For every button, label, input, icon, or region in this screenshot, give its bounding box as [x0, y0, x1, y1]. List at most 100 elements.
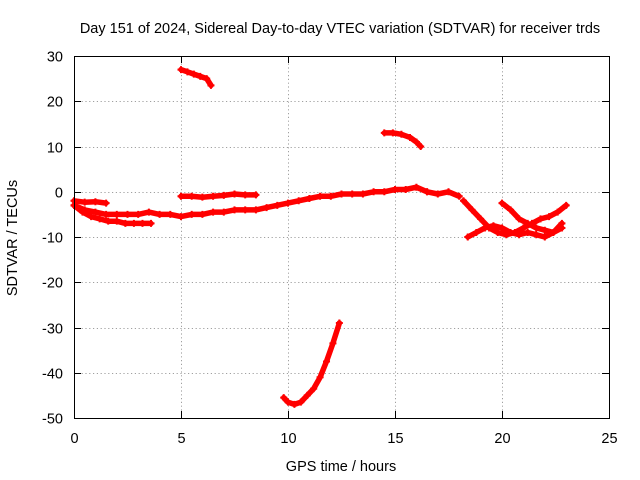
- data-point: [198, 193, 206, 201]
- data-point: [310, 385, 318, 393]
- y-tick-label: -20: [42, 276, 63, 292]
- y-tick-label: 0: [55, 186, 63, 202]
- data-point: [263, 204, 271, 212]
- data-point: [402, 185, 410, 193]
- data-point: [196, 72, 204, 80]
- data-point: [284, 398, 292, 406]
- y-axis-label: SDTVAR / TECUs: [5, 180, 21, 296]
- data-point: [207, 81, 215, 89]
- data-point: [316, 373, 324, 381]
- data-point: [124, 210, 131, 218]
- data-point: [562, 201, 570, 209]
- data-point: [252, 191, 260, 199]
- data-point: [323, 357, 331, 365]
- y-tick-label: 10: [47, 141, 63, 157]
- x-tick-label: 10: [280, 431, 296, 447]
- series-late-scatter: [424, 189, 462, 200]
- y-tick-label: -40: [42, 367, 63, 383]
- x-tick-label: 5: [177, 431, 185, 447]
- data-point: [316, 192, 324, 200]
- data-point: [145, 208, 153, 216]
- data-point: [515, 215, 523, 223]
- data-point: [231, 206, 238, 214]
- data-point: [515, 231, 523, 239]
- series-steep-rise: [280, 320, 343, 408]
- data-point: [188, 210, 196, 218]
- data-point: [177, 213, 185, 221]
- data-point: [423, 188, 431, 196]
- data-point: [524, 228, 532, 236]
- data-point: [549, 228, 557, 236]
- data-point: [507, 206, 515, 214]
- data-point: [241, 206, 249, 214]
- data-point: [156, 210, 164, 218]
- data-point: [532, 231, 540, 239]
- data-point: [113, 217, 121, 225]
- data-point: [290, 400, 298, 408]
- data-point: [203, 75, 211, 83]
- data-point: [134, 210, 142, 218]
- data-point: [305, 195, 313, 203]
- data-point: [412, 183, 420, 191]
- data-point: [280, 394, 288, 402]
- data-point: [412, 138, 420, 146]
- data-point: [147, 219, 155, 227]
- data-point: [519, 224, 527, 232]
- data-point: [397, 130, 405, 138]
- data-point: [406, 133, 414, 141]
- data-point: [498, 199, 506, 207]
- data-point: [455, 192, 463, 200]
- data-point: [507, 228, 515, 236]
- data-point: [166, 210, 174, 218]
- data-point: [554, 208, 562, 216]
- data-point: [102, 199, 110, 207]
- data-point: [252, 206, 260, 214]
- data-point: [220, 208, 228, 216]
- data-point: [177, 66, 185, 74]
- grid-layer: [74, 56, 609, 418]
- y-tick-label: 30: [47, 50, 63, 66]
- y-tick-label: -50: [42, 412, 63, 428]
- data-point: [209, 192, 217, 200]
- y-tick-label: -10: [42, 231, 63, 247]
- data-point: [370, 188, 378, 196]
- data-point: [87, 213, 95, 221]
- data-point: [91, 198, 99, 206]
- data-point: [220, 191, 228, 199]
- data-point: [188, 192, 196, 200]
- data-point: [335, 319, 343, 327]
- data-point: [138, 219, 146, 227]
- data-point: [489, 222, 497, 230]
- x-tick-label: 15: [387, 431, 403, 447]
- data-point: [79, 208, 87, 216]
- data-point: [434, 190, 442, 198]
- data-point: [297, 398, 305, 406]
- data-point: [472, 228, 480, 236]
- data-point: [348, 190, 356, 198]
- data-point: [532, 224, 540, 232]
- data-point: [481, 224, 489, 232]
- data-point: [183, 68, 191, 76]
- data-point: [113, 210, 121, 218]
- data-point: [338, 190, 345, 198]
- chart-title: Day 151 of 2024, Sidereal Day-to-day VTE…: [80, 21, 600, 37]
- data-point: [417, 143, 425, 150]
- data-point: [104, 217, 112, 225]
- data-point: [391, 185, 399, 193]
- data-point: [498, 224, 506, 232]
- data-point: [284, 199, 292, 207]
- data-point: [231, 190, 238, 198]
- data-point: [459, 197, 467, 205]
- data-point: [130, 219, 138, 227]
- x-tick-label: 20: [494, 431, 510, 447]
- data-point: [329, 339, 337, 347]
- data-point: [545, 213, 553, 221]
- data-point: [303, 391, 311, 399]
- data-point: [359, 190, 367, 198]
- data-point: [295, 197, 303, 205]
- data-point: [380, 129, 388, 137]
- data-point: [190, 70, 198, 78]
- data-point: [198, 210, 206, 218]
- series-early-low: [71, 202, 154, 227]
